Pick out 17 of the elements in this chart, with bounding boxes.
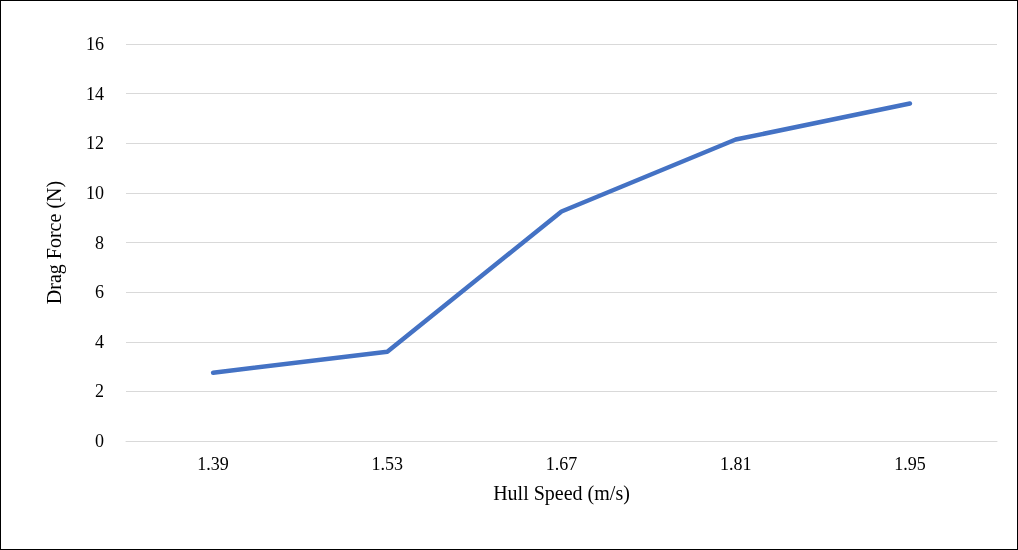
y-tick-label: 6: [95, 282, 104, 303]
y-tick-label: 2: [95, 381, 104, 402]
y-tick-label: 16: [86, 34, 104, 54]
y-tick-label: 0: [95, 431, 104, 451]
y-tick-label: 8: [95, 232, 104, 253]
y-axis-title: Drag Force (N): [43, 180, 66, 305]
line-series: [210, 101, 913, 376]
y-tick-label: 12: [86, 133, 104, 154]
x-tick-label: 1.95: [894, 454, 926, 474]
y-tick-label: 10: [86, 182, 104, 203]
y-tick-label: 14: [86, 83, 104, 104]
x-tick-label: 1.53: [371, 454, 404, 474]
x-tick-label: 1.67: [545, 454, 578, 474]
x-tick-label: 1.39: [197, 454, 229, 474]
x-tick-label: 1.81: [719, 454, 752, 474]
x-axis-title: Hull Speed (m/s): [493, 482, 630, 505]
y-tick-label: 4: [95, 331, 104, 352]
